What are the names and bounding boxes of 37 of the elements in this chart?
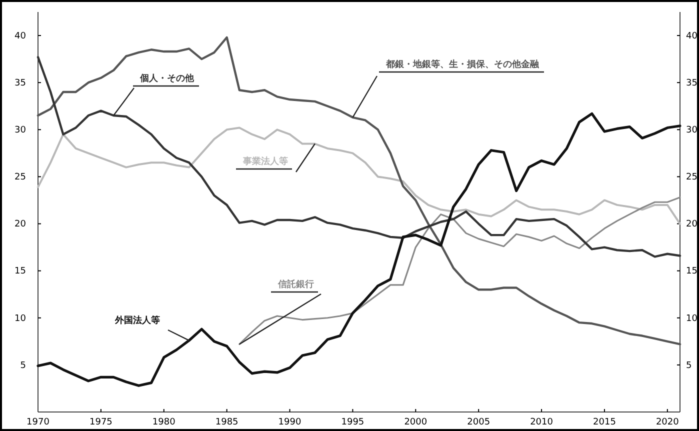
x-tick-label: 2005 — [467, 417, 490, 428]
y2-tick-label: 40 — [686, 31, 698, 42]
y2-tick-label: 30 — [686, 126, 698, 136]
y2-tick-label: 5 — [686, 360, 692, 371]
y-tick-label: 35 — [14, 78, 26, 88]
line-series — [36, 112, 682, 387]
x-tick-label: 1980 — [152, 417, 176, 428]
y-tick-label: 5 — [20, 360, 26, 371]
x-tick-label: 2015 — [593, 417, 616, 428]
y-tick-label: 15 — [14, 266, 26, 277]
line-series — [37, 126, 681, 225]
y-tick-label: 20 — [14, 220, 26, 230]
y2-tick-label: 20 — [686, 220, 698, 230]
y2-tick-label: 35 — [686, 78, 698, 88]
x-tick-label: 2010 — [530, 417, 554, 428]
text: 外国法人等 — [114, 315, 160, 326]
text: 信託銀行 — [277, 279, 314, 290]
x-tick-label: 1985 — [215, 417, 238, 428]
line-series — [238, 196, 681, 346]
line-series — [36, 56, 682, 258]
y-tick-label: 25 — [14, 172, 26, 183]
line-series — [36, 36, 682, 346]
text: 事業法人等 — [242, 156, 288, 167]
text: 都銀・地銀等、生・損保、その他金融 — [385, 59, 540, 70]
y2-tick-label: 15 — [686, 266, 698, 277]
x-tick-label: 1970 — [26, 417, 50, 428]
y2-tick-label: 25 — [686, 172, 698, 183]
y2-tick-label: 10 — [686, 314, 698, 324]
x-tick-label: 1975 — [89, 417, 112, 428]
y-tick-label: 10 — [14, 314, 26, 324]
x-tick-label: 1995 — [341, 417, 364, 428]
y-tick-label: 30 — [14, 126, 26, 136]
x-tick-label: 2000 — [404, 417, 428, 428]
y-tick-label: 40 — [14, 31, 26, 42]
text: 個人・その他 — [139, 73, 195, 84]
x-tick-label: 1990 — [278, 417, 302, 428]
x-tick-label: 2020 — [656, 417, 680, 428]
